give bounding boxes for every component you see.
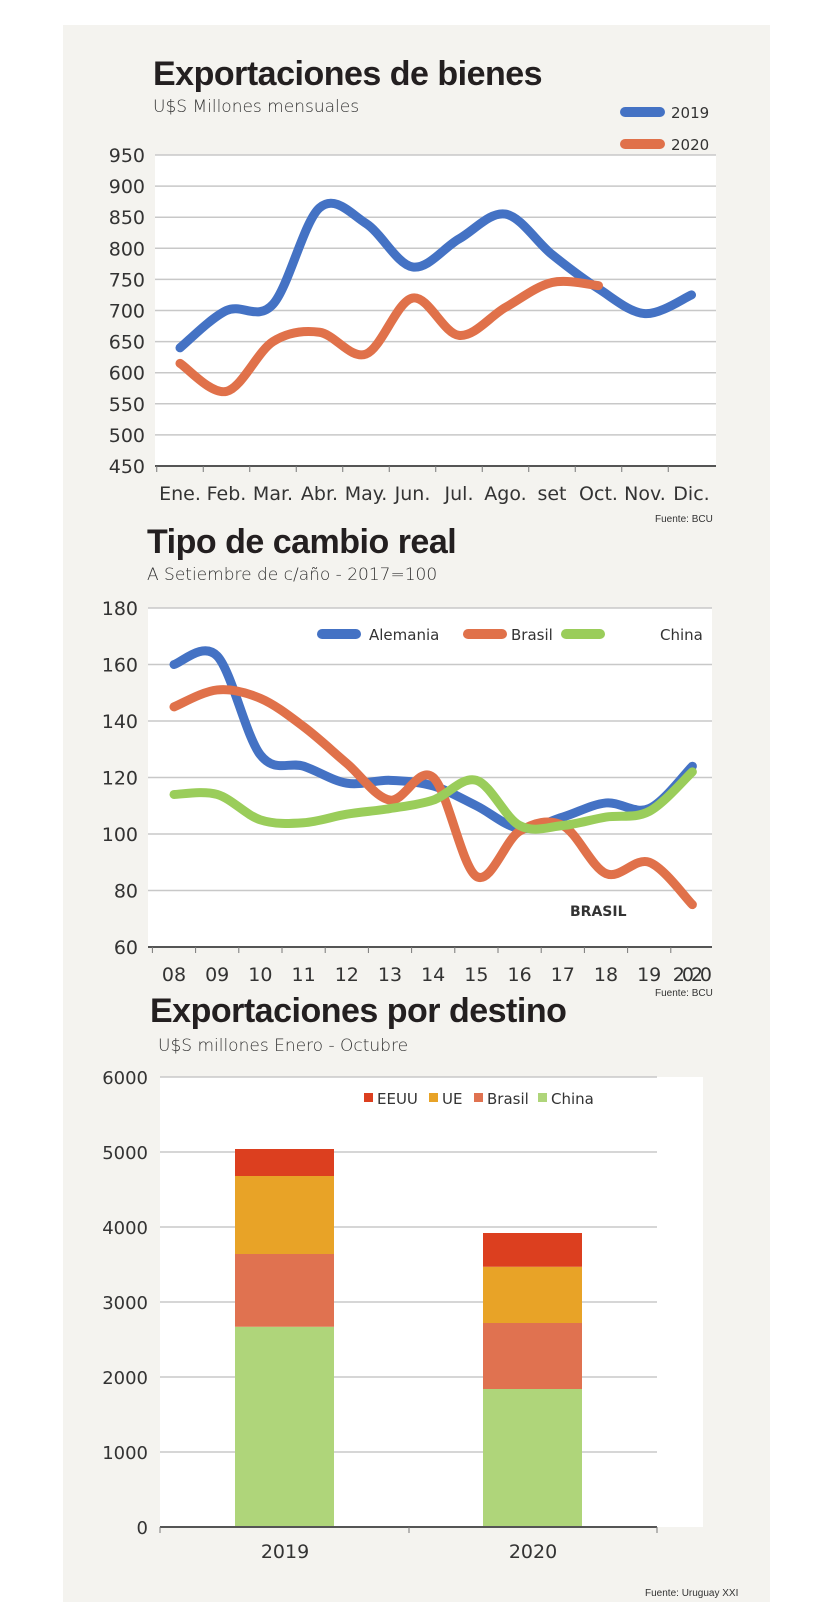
series-line-brasil <box>169 685 697 910</box>
y-tick-label: 700 <box>109 301 145 323</box>
x-tick-label: 12 <box>335 964 359 986</box>
chart3-title: Exportaciones por destino <box>150 992 567 1030</box>
y-tick-label: 5000 <box>102 1143 148 1164</box>
legend-label: EEUU <box>377 1090 418 1108</box>
y-tick-label: 4000 <box>102 1218 148 1239</box>
y-tick-label: 120 <box>102 768 138 790</box>
bar-ue-2019 <box>235 1176 334 1254</box>
x-tick-label: 13 <box>378 964 402 986</box>
legend-label: Alemania <box>369 626 439 644</box>
legend-label: UE <box>442 1090 462 1108</box>
x-tick-label: Jun. <box>394 483 431 505</box>
chart1-subtitle: U$S Millones mensuales <box>153 97 360 117</box>
legend-label: China <box>660 626 703 644</box>
x-tick-label: 2020 <box>673 964 712 986</box>
legend-label: 2020 <box>671 136 709 154</box>
x-tick-label: May. <box>345 483 388 505</box>
x-tick-label: 09 <box>205 964 229 986</box>
chart2-source: Fuente: BCU <box>655 988 713 999</box>
y-tick-label: 750 <box>109 269 145 291</box>
legend-label: Brasil <box>511 626 553 644</box>
y-tick-label: 80 <box>114 881 138 903</box>
chart3-subtitle: U$S millones Enero - Octubre <box>158 1036 409 1056</box>
bar-china-2019 <box>235 1326 334 1527</box>
bar-ue-2020 <box>483 1266 582 1323</box>
x-tick-label: 15 <box>464 964 488 986</box>
legend-label: Brasil <box>487 1090 529 1108</box>
y-tick-label: 550 <box>109 394 145 416</box>
y-tick-label: 800 <box>109 238 145 260</box>
x-tick-label: Abr. <box>301 483 338 505</box>
legend-swatch <box>364 1093 373 1102</box>
y-tick-label: 100 <box>102 824 138 846</box>
bar-brasil-2020 <box>483 1323 582 1389</box>
legend-label: China <box>551 1090 594 1108</box>
x-tick-label: 14 <box>421 964 445 986</box>
x-tick-label: 11 <box>292 964 316 986</box>
legend-swatch <box>429 1093 438 1102</box>
series-line-2020 <box>175 276 603 396</box>
y-tick-label: 60 <box>114 937 138 959</box>
y-tick-label: 2000 <box>102 1368 148 1389</box>
y-tick-label: 3000 <box>102 1293 148 1314</box>
x-tick-label: 19 <box>637 964 661 986</box>
y-tick-label: 600 <box>109 363 145 385</box>
bar-brasil-2019 <box>235 1254 334 1327</box>
x-tick-label: Oct. <box>579 483 618 505</box>
chart2-title: Tipo de cambio real <box>147 523 457 561</box>
x-tick-label: set <box>537 483 566 505</box>
y-tick-label: 900 <box>109 176 145 198</box>
legend-swatch <box>474 1093 483 1102</box>
y-tick-label: 450 <box>109 456 145 478</box>
x-tick-label: 16 <box>508 964 532 986</box>
bar-eeuu-2019 <box>235 1149 334 1176</box>
y-tick-label: 140 <box>102 711 138 733</box>
bar-china-2020 <box>483 1389 582 1527</box>
x-tick-label: Ene. <box>159 483 201 505</box>
y-tick-label: 1000 <box>102 1443 148 1464</box>
x-tick-label: 2020 <box>509 1541 557 1563</box>
chart3-source: Fuente: Uruguay XXI <box>645 1588 739 1599</box>
x-tick-label: 17 <box>551 964 575 986</box>
y-tick-label: 6000 <box>102 1068 148 1089</box>
legend-swatch <box>538 1093 547 1102</box>
brasil-annotation: BRASIL <box>570 904 627 920</box>
y-tick-label: 0 <box>137 1518 148 1539</box>
chart1-source: Fuente: BCU <box>655 514 713 525</box>
y-tick-label: 160 <box>102 655 138 677</box>
x-tick-label: Nov. <box>624 483 666 505</box>
x-tick-label: Feb. <box>207 483 247 505</box>
x-tick-label: Ago. <box>484 483 526 505</box>
y-tick-label: 850 <box>109 207 145 229</box>
chart2-subtitle: A Setiembre de c/año - 2017=100 <box>147 565 438 585</box>
x-tick-label: Dic. <box>673 483 709 505</box>
x-tick-label: 08 <box>162 964 186 986</box>
y-tick-label: 650 <box>109 332 145 354</box>
y-tick-label: 950 <box>109 145 145 167</box>
x-tick-label: Mar. <box>253 483 293 505</box>
x-tick-label: 18 <box>594 964 618 986</box>
legend-label: 2019 <box>671 104 709 122</box>
y-tick-label: 180 <box>102 598 138 620</box>
x-tick-label: 2019 <box>261 1541 309 1563</box>
chart1-title: Exportaciones de bienes <box>153 55 543 93</box>
x-tick-label: Jul. <box>444 483 474 505</box>
bar-eeuu-2020 <box>483 1233 582 1267</box>
x-tick-label: 10 <box>248 964 272 986</box>
y-tick-label: 500 <box>109 425 145 447</box>
